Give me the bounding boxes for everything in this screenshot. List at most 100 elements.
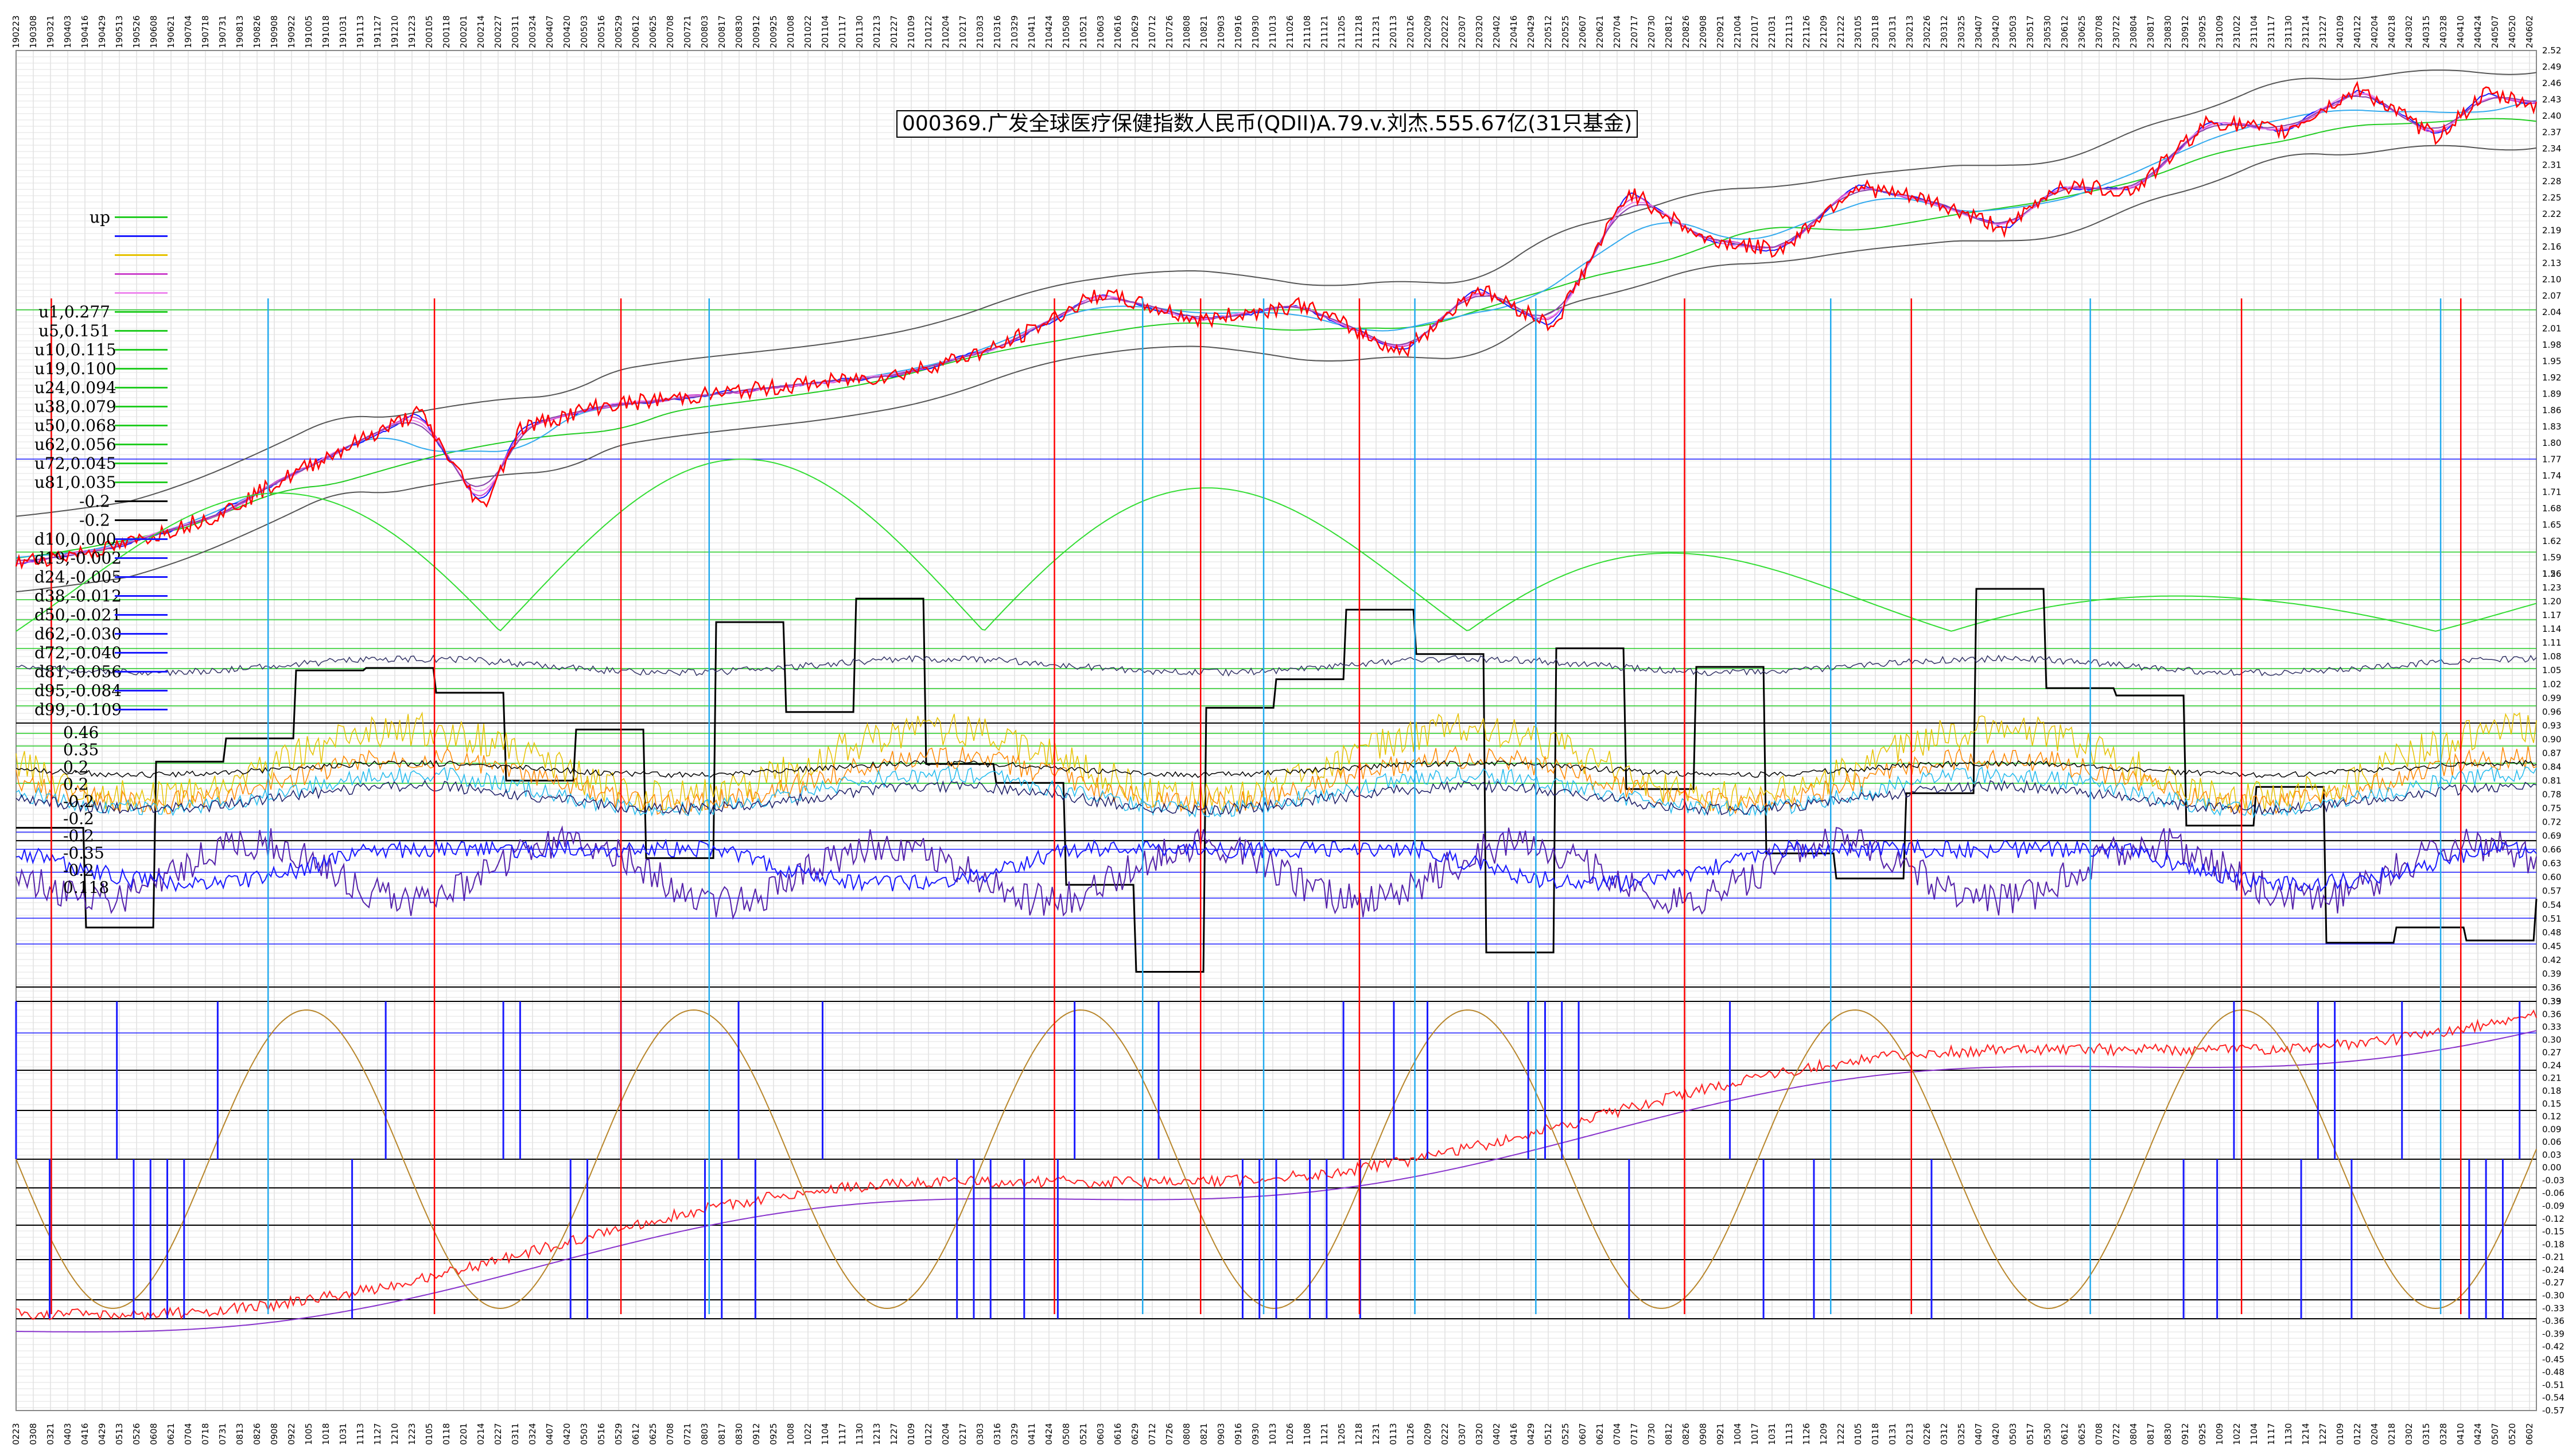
legend-swatch [115,690,168,692]
x-tick-label-top: 210808 [1182,15,1192,48]
x-tick-label-top: 220402 [1491,15,1502,48]
x-tick-label-bottom: 0817 [2146,1423,2156,1445]
x-tick-label-bottom: 0122 [923,1423,934,1445]
y-tick-label: 0.24 [2542,1060,2561,1070]
x-tick-label-bottom: 0804 [2128,1423,2139,1445]
mid-level-label: 0.2 [63,757,89,776]
x-tick-label-top: 240218 [2387,15,2397,48]
x-tick-label-bottom: 0213 [1905,1423,1915,1445]
step-indicator-line [16,588,2538,973]
x-tick-label-top: 200721 [682,15,693,48]
mid-level-label: -0.2 [63,792,94,811]
y-tick-label: 1.23 [2542,582,2561,593]
y-tick-label: 0.96 [2542,706,2561,717]
x-tick-label-bottom: 0717 [1629,1423,1639,1445]
x-tick-label-top: 220908 [1698,15,1708,48]
x-tick-label-bottom: 0308 [28,1423,38,1445]
x-tick-label-bottom: 0226 [1922,1423,1932,1445]
y-tick-label: 0.03 [2542,1149,2561,1160]
x-tick-label-top: 220416 [1509,15,1519,48]
y-tick-label: 0.09 [2542,1124,2561,1135]
x-tick-label-bottom: 0512 [1543,1423,1553,1445]
y-tick-label: 2.16 [2542,242,2561,252]
y-tick-label: 0.99 [2542,693,2561,703]
x-tick-label-bottom: 0712 [1147,1423,1157,1445]
x-tick-label-bottom: 0113 [1388,1423,1398,1445]
y-tick-label: 2.43 [2542,95,2561,105]
x-tick-label-top: 200708 [665,15,675,48]
x-tick-label-bottom: 0209 [1423,1423,1433,1445]
y-tick-label: 0.90 [2542,734,2561,744]
x-tick-label-bottom: 0131 [1887,1423,1898,1445]
legend-item: u81,0.035 [34,473,168,492]
x-tick-label-top: 240602 [2524,15,2535,48]
x-tick-label-bottom: 0516 [596,1423,607,1445]
x-tick-label-top: 240109 [2335,15,2345,48]
x-tick-label-bottom: 0908 [1698,1423,1708,1445]
x-tick-label-bottom: 0621 [166,1423,176,1445]
y-tick-label: 0.15 [2542,1098,2561,1109]
x-tick-label-bottom: 0625 [648,1423,658,1445]
legend-item: u62,0.056 [34,435,168,454]
legend-item-label: u50,0.068 [34,416,116,435]
legend-swatch [115,538,168,540]
x-tick-label-top: 221031 [1767,15,1777,48]
legend-item-label: u62,0.056 [34,435,116,454]
x-tick-label-bottom: 1031 [338,1423,348,1445]
vertical-signal-markers [50,298,2462,1314]
mid-level-label: -0.2 [63,826,94,845]
x-tick-label-bottom: 0321 [45,1423,56,1445]
legend-swatch [115,614,168,616]
y-tick-label: -0.48 [2542,1367,2565,1377]
legend-swatch [115,444,168,445]
y-tick-label: -0.39 [2542,1328,2565,1339]
x-tick-label-bottom: 0204 [941,1423,951,1445]
x-tick-label-top: 240315 [2421,15,2431,48]
legend-item: d72,-0.040 [34,643,168,662]
legend-item: d81,-0.056 [34,662,168,681]
legend-item-label: u10,0.115 [34,340,116,359]
x-tick-label-bottom: 0410 [2455,1423,2466,1445]
y-tick-label: -0.54 [2542,1393,2565,1403]
y-tick-label: 1.59 [2542,553,2561,563]
legend-item: u72,0.045 [34,454,168,473]
x-tick-label-top: 190416 [80,15,90,48]
x-tick-label-bottom: 0407 [545,1423,555,1445]
x-tick-label-top: 211231 [1371,15,1381,48]
y-tick-label: 0.72 [2542,817,2561,828]
y-tick-label: 0.57 [2542,886,2561,896]
x-tick-label-top: 220525 [1560,15,1571,48]
x-tick-label-bottom: 0416 [80,1423,90,1445]
chart-title: 000369.广发全球医疗保健指数人民币(QDII)A.79.v.刘杰.555.… [896,110,1638,138]
x-tick-label-bottom: 0813 [235,1423,245,1445]
legend-item: u5,0.151 [34,321,168,340]
upper-envelope-line [15,69,2537,517]
x-tick-label-top: 211013 [1268,15,1278,48]
x-tick-label-bottom: 0320 [1474,1423,1485,1445]
y-tick-label: 2.01 [2542,324,2561,334]
legend-item-label: up [90,208,110,227]
x-tick-label-top: 220730 [1646,15,1657,48]
x-tick-label-bottom: 0830 [734,1423,744,1445]
y-tick-label: -0.09 [2542,1201,2565,1211]
x-tick-label-bottom: 1031 [1767,1423,1777,1445]
y-tick-label: -0.18 [2542,1239,2565,1249]
mid-panel-indicator-line [15,711,2537,813]
x-tick-label-top: 190922 [286,15,297,48]
x-tick-label-top: 240204 [2369,15,2380,48]
x-tick-label-bottom: 0916 [1233,1423,1244,1445]
y-tick-label: 2.31 [2542,160,2561,170]
x-tick-label-top: 230912 [2180,15,2190,48]
x-tick-label-top: 230925 [2197,15,2208,48]
x-tick-label-bottom: 0105 [424,1423,434,1445]
legend-item-label: u24,0.094 [34,378,116,397]
x-tick-label-bottom: 1113 [1784,1423,1794,1445]
x-tick-label-bottom: 1117 [837,1423,848,1445]
x-tick-label-top: 210411 [1027,15,1037,48]
y-tick-label: 1.92 [2542,372,2561,383]
x-tick-label-top: 210424 [1044,15,1054,48]
legend-swatch [115,652,168,654]
legend-item: -0.2 [34,511,168,530]
legend-item: d99,-0.109 [34,700,168,719]
x-tick-label-bottom: 0503 [579,1423,589,1445]
